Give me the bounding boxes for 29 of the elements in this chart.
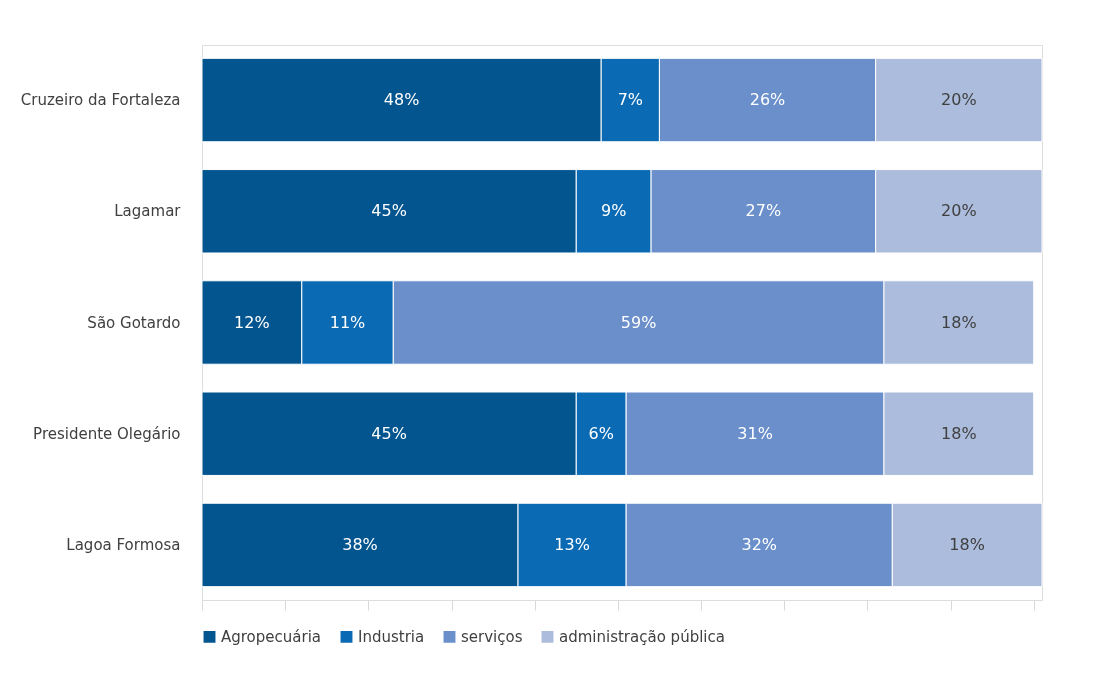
data-label: 26% xyxy=(749,90,786,110)
y-tick-label: São Gotardo xyxy=(87,313,181,332)
data-label: 45% xyxy=(371,201,407,221)
data-label: 18% xyxy=(941,312,977,332)
y-tick-label: Presidente Olegário xyxy=(33,424,181,443)
data-label: 38% xyxy=(342,534,378,554)
data-label: 9% xyxy=(600,201,627,221)
data-label: 12% xyxy=(234,312,270,332)
data-label: 6% xyxy=(588,423,614,443)
data-label: 18% xyxy=(941,423,977,443)
legend-label: serviços xyxy=(461,627,523,646)
legend-label: Industria xyxy=(358,627,425,646)
y-tick-label: Lagoa Formosa xyxy=(66,535,181,554)
legend-label: Agropecuária xyxy=(221,627,322,646)
data-label: 20% xyxy=(941,90,977,110)
data-label: 59% xyxy=(620,312,657,332)
data-label: 20% xyxy=(941,201,977,221)
data-label: 31% xyxy=(737,423,773,443)
data-label: 18% xyxy=(949,534,985,554)
data-label: 13% xyxy=(554,534,590,554)
data-label: 11% xyxy=(329,312,366,332)
data-label: 32% xyxy=(741,534,778,554)
data-label: 7% xyxy=(617,90,644,110)
y-tick-label: Cruzeiro da Fortaleza xyxy=(20,91,181,110)
data-label: 27% xyxy=(745,201,782,221)
data-label: 48% xyxy=(383,90,420,110)
y-tick-label: Lagamar xyxy=(114,202,182,221)
legend-label: administração pública xyxy=(559,627,725,646)
data-label: 45% xyxy=(371,423,407,443)
